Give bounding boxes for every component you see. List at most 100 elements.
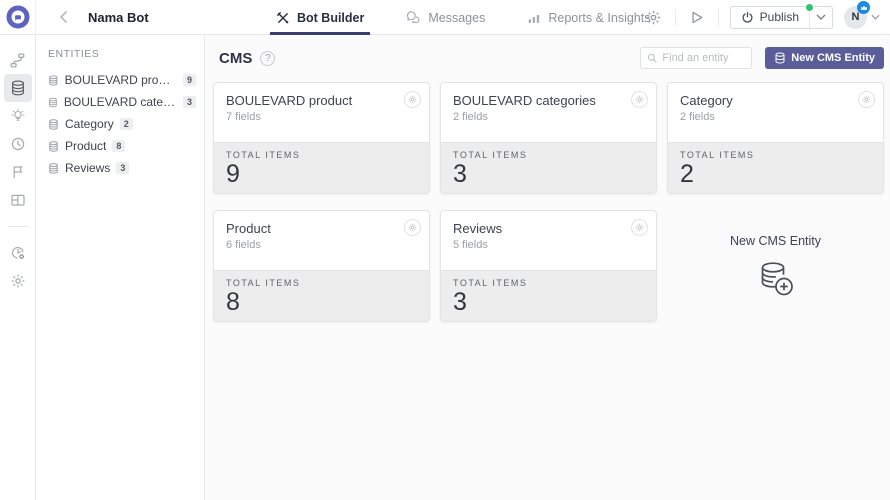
card-title: Reviews	[453, 221, 503, 236]
entity-card-category[interactable]: Category 2 fields TOTAL ITEMS 2	[667, 82, 884, 194]
crown-badge-icon	[857, 0, 870, 14]
card-title: BOULEVARD categories	[453, 93, 596, 108]
gear-icon	[408, 223, 417, 232]
entity-card-product[interactable]: Product 6 fields TOTAL ITEMS 8	[213, 210, 430, 322]
sidebar-item-product[interactable]: Product 8	[36, 135, 204, 157]
entity-count-badge: 2	[119, 118, 133, 130]
flag-icon	[13, 166, 22, 179]
rail-item-cms[interactable]	[3, 74, 32, 102]
search-icon	[648, 53, 657, 63]
nama-logo-icon	[6, 5, 29, 29]
card-fields-count: 7 fields	[226, 111, 261, 123]
tab-reports-insights[interactable]: Reports & Insights	[521, 0, 656, 35]
sidebar-item-reviews[interactable]: Reviews 3	[36, 157, 204, 179]
total-items-label: TOTAL ITEMS	[226, 150, 301, 160]
rail-item-integrations[interactable]	[4, 186, 32, 214]
page-title: CMS	[219, 49, 253, 67]
total-items-value: 9	[226, 160, 240, 188]
database-icon	[11, 80, 24, 96]
card-settings-button[interactable]	[858, 91, 875, 108]
chevron-left-icon	[59, 10, 67, 24]
entity-count-badge: 9	[182, 74, 196, 86]
card-top: Category 2 fields	[668, 83, 883, 142]
publish-button[interactable]: Publish	[731, 10, 809, 24]
rail-item-ideas[interactable]	[4, 102, 32, 130]
back-button[interactable]	[54, 8, 72, 26]
reports-bar-chart-icon	[529, 14, 540, 23]
database-icon	[49, 118, 58, 130]
database-icon	[49, 74, 58, 86]
help-icon[interactable]: ?	[260, 50, 276, 66]
sidebar-item-category[interactable]: Category 2	[36, 113, 204, 135]
card-fields-count: 2 fields	[453, 111, 488, 123]
gear-icon	[635, 95, 644, 104]
new-cms-entity-button[interactable]: New CMS Entity	[765, 47, 884, 69]
card-top: BOULEVARD product 7 fields	[214, 83, 429, 142]
page-body: ENTITIES BOULEVARD product 9 BOULEVARD c…	[0, 35, 890, 500]
card-settings-button[interactable]	[404, 219, 421, 236]
user-menu[interactable]: N	[844, 0, 880, 29]
rail-item-history[interactable]	[4, 130, 32, 158]
card-settings-button[interactable]	[631, 91, 648, 108]
lightbulb-icon	[10, 108, 25, 121]
new-cms-entity-button-label: New CMS Entity	[791, 52, 875, 64]
total-items-label: TOTAL ITEMS	[226, 278, 301, 288]
card-footer: TOTAL ITEMS 2	[668, 142, 883, 193]
entity-card-boulevard-product[interactable]: BOULEVARD product 7 fields TOTAL ITEMS 9	[213, 82, 430, 194]
icon-rail	[0, 35, 36, 500]
sidebar-item-boulevard-product[interactable]: BOULEVARD product 9	[36, 69, 204, 91]
usage-gauge-gear-icon	[11, 246, 24, 259]
entity-label: Reviews	[65, 161, 111, 175]
header-controls: Publish N	[644, 0, 890, 29]
bot-settings-button[interactable]	[644, 7, 664, 27]
card-footer: TOTAL ITEMS 3	[441, 142, 656, 193]
main-header: CMS ? New CMS Entity	[213, 44, 884, 72]
flow-icon	[10, 52, 25, 68]
gear-icon	[862, 95, 871, 104]
total-items-value: 3	[453, 160, 467, 188]
total-items-label: TOTAL ITEMS	[453, 278, 528, 288]
total-items-value: 8	[226, 288, 240, 316]
gear-icon	[408, 95, 417, 104]
clock-icon	[11, 137, 24, 151]
card-footer: TOTAL ITEMS 3	[441, 270, 656, 321]
sidebar-item-boulevard-categories[interactable]: BOULEVARD categor... 3	[36, 91, 204, 113]
database-icon	[49, 97, 57, 107]
database-add-icon	[761, 262, 793, 296]
entity-label: Category	[65, 117, 114, 131]
card-settings-button[interactable]	[404, 91, 421, 108]
entity-card-reviews[interactable]: Reviews 5 fields TOTAL ITEMS 3	[440, 210, 657, 322]
entity-count-badge: 3	[182, 96, 196, 108]
gear-icon	[646, 10, 661, 24]
rail-item-flags[interactable]	[4, 158, 32, 186]
test-bot-button[interactable]	[687, 7, 707, 27]
messages-chat-icon	[407, 11, 420, 24]
entity-count-badge: 8	[112, 140, 126, 152]
card-fields-count: 5 fields	[453, 239, 488, 251]
new-cms-entity-placeholder-label: New CMS Entity	[730, 234, 821, 248]
divider	[674, 8, 676, 26]
entities-panel: ENTITIES BOULEVARD product 9 BOULEVARD c…	[36, 35, 205, 500]
rail-item-settings[interactable]	[4, 267, 32, 295]
entity-card-grid: BOULEVARD product 7 fields TOTAL ITEMS 9…	[213, 82, 884, 322]
app-logo[interactable]	[0, 0, 36, 34]
rail-item-usage[interactable]	[4, 239, 32, 267]
rail-item-flows[interactable]	[4, 46, 32, 74]
tab-bot-builder[interactable]: Bot Builder	[270, 0, 371, 35]
bot-builder-tools-icon	[277, 11, 289, 23]
main-tabs: Bot Builder Messages Reports & Insights	[270, 0, 656, 35]
total-items-value: 3	[453, 288, 467, 316]
card-settings-button[interactable]	[631, 219, 648, 236]
card-footer: TOTAL ITEMS 9	[214, 142, 429, 193]
entity-card-boulevard-categories[interactable]: BOULEVARD categories 2 fields TOTAL ITEM…	[440, 82, 657, 194]
publish-dropdown-button[interactable]	[809, 6, 832, 28]
card-title: Product	[226, 221, 271, 236]
search-input[interactable]	[662, 52, 746, 64]
entity-label: BOULEVARD categor...	[63, 95, 177, 109]
gear-icon	[11, 274, 24, 288]
tab-messages[interactable]: Messages	[400, 0, 491, 35]
new-cms-entity-placeholder[interactable]: New CMS Entity	[667, 210, 884, 322]
publish-label: Publish	[759, 10, 799, 24]
tab-label: Bot Builder	[297, 10, 365, 25]
header-actions: New CMS Entity	[640, 47, 884, 69]
